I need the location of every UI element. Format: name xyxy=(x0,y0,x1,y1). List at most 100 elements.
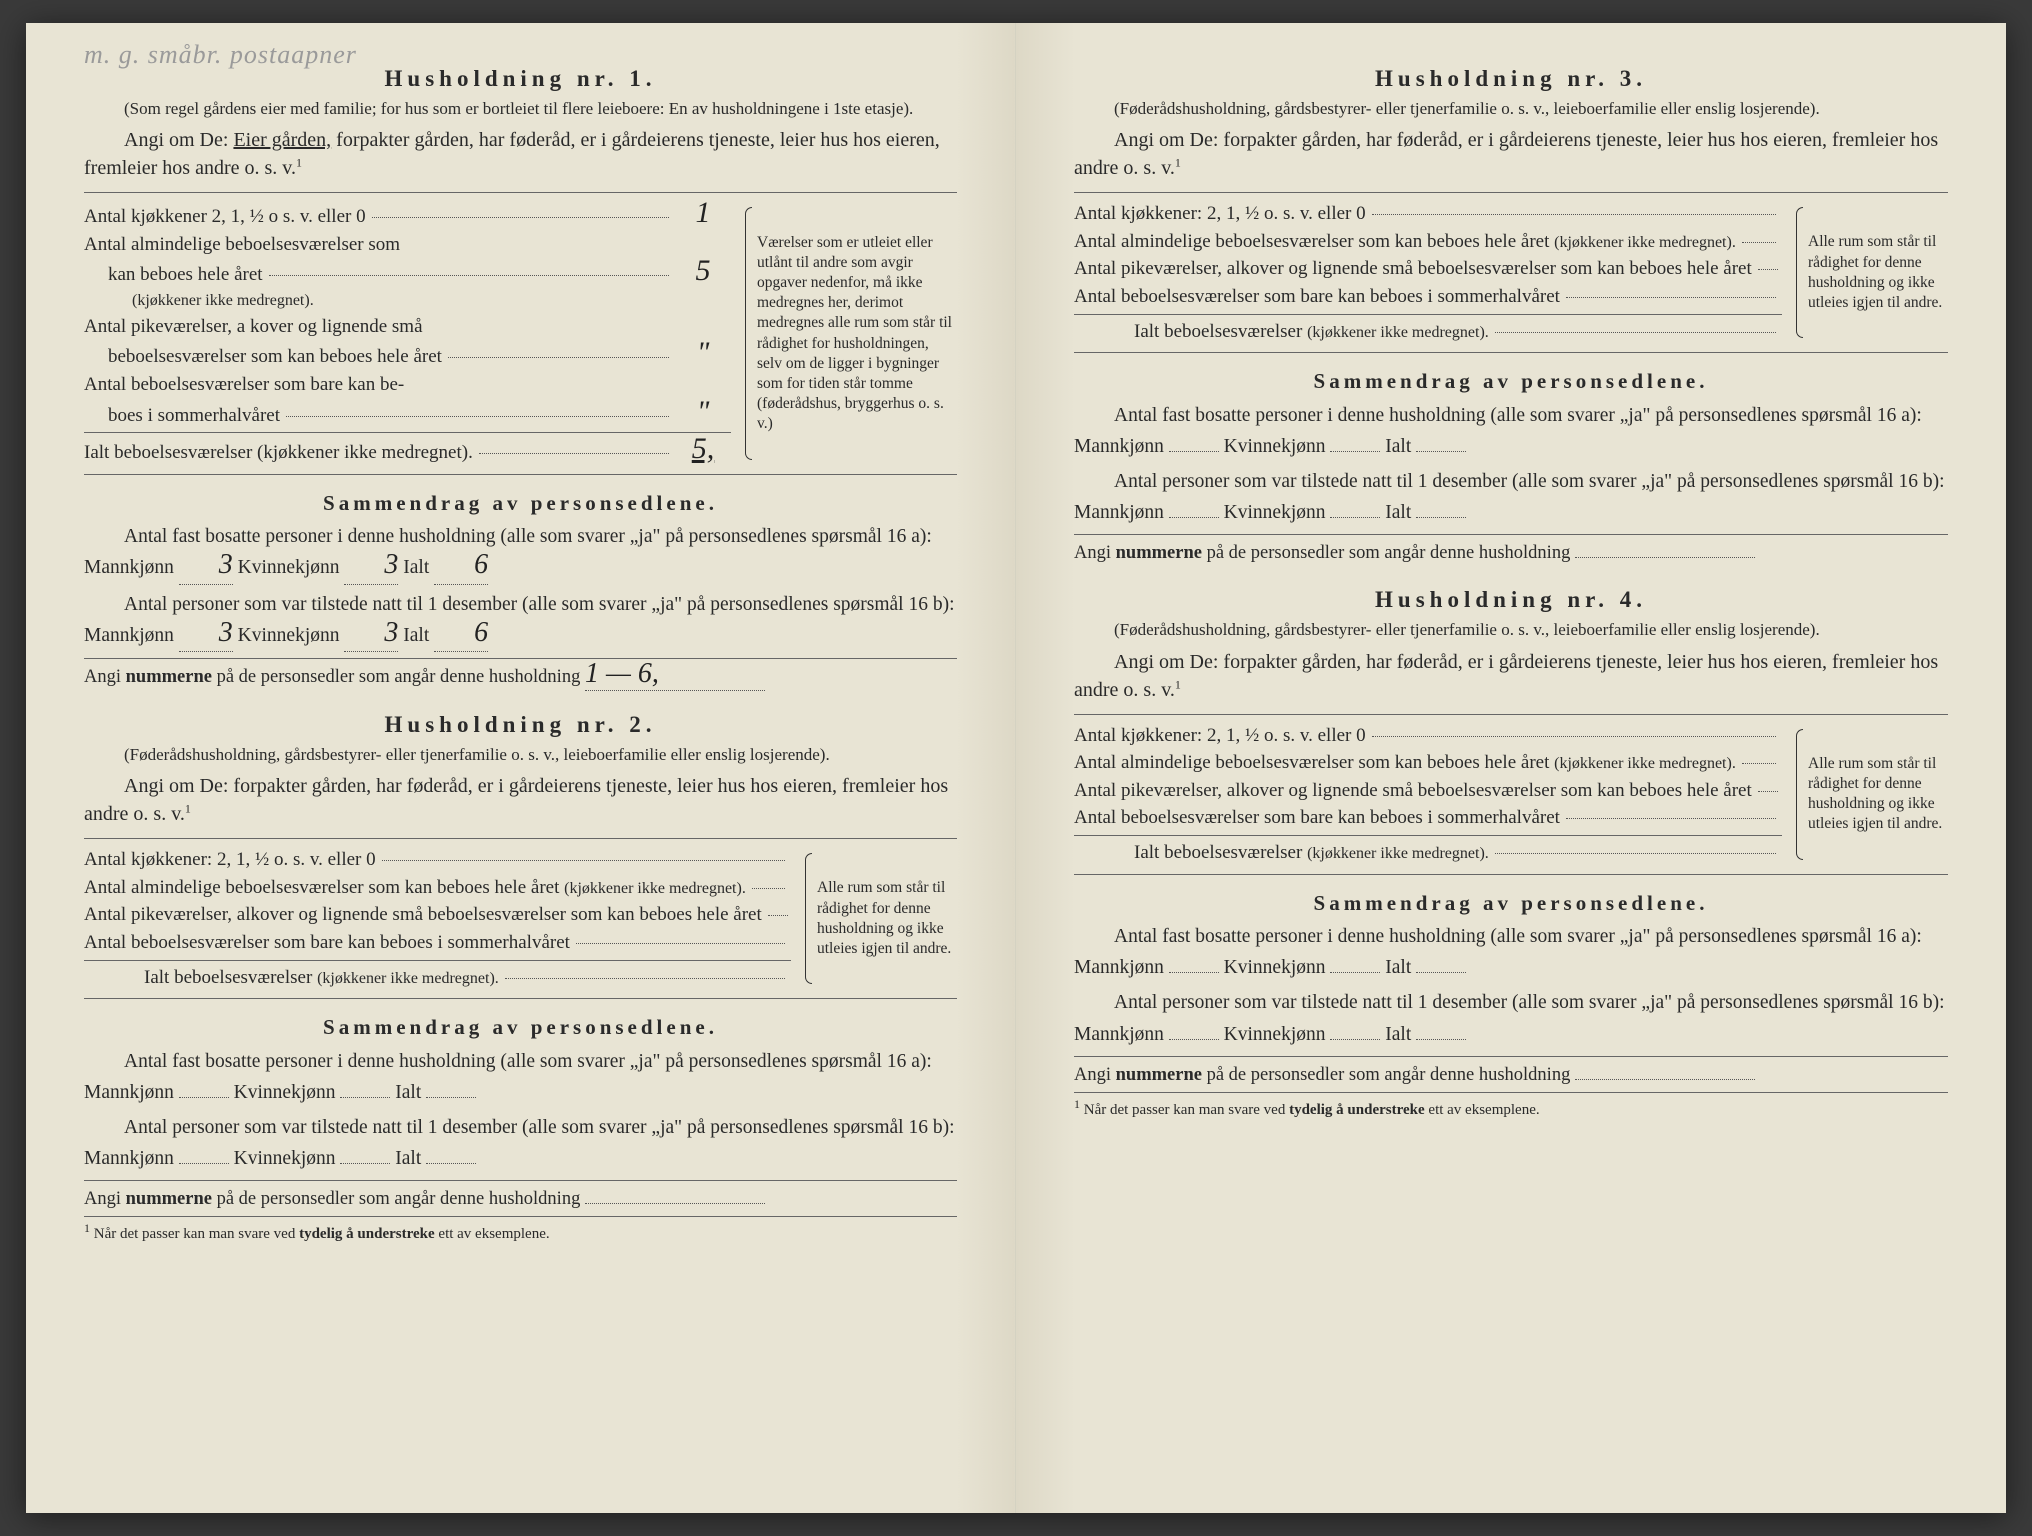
blank xyxy=(179,1097,229,1098)
angi-bold: nummerne xyxy=(1116,1065,1202,1085)
s3-line2: Antal personer som var tilstede natt til… xyxy=(1074,466,1948,528)
t: Ialt beboelsesværelser xyxy=(1134,321,1302,342)
h2-r1: Antal kjøkkener: 2, 1, ½ o. s. v. eller … xyxy=(84,847,376,873)
angi-bold: nummerne xyxy=(126,1189,212,1209)
h2-angi: Angi om De: forpakter gården, har føderå… xyxy=(84,772,957,828)
h1-side-note: Værelser som er utleiet eller utlånt til… xyxy=(743,199,957,468)
side-text: Værelser som er utleiet eller utlånt til… xyxy=(757,233,957,434)
side-text: Alle rum som står til rådighet for denne… xyxy=(1808,232,1948,313)
h2-form: Antal kjøkkener: 2, 1, ½ o. s. v. eller … xyxy=(84,838,957,999)
dots xyxy=(479,453,669,454)
h2-subtitle: (Føderådshusholdning, gårdsbestyrer- ell… xyxy=(84,744,957,766)
h3-r5: Ialt beboelsesværelser (kjøkkener ikke m… xyxy=(1074,319,1489,345)
sup: 1 xyxy=(296,155,302,169)
right-page: Husholdning nr. 3. (Føderådshusholdning,… xyxy=(1016,23,2006,1513)
h1-r3a: Antal pikeværelser, a kover og lignende … xyxy=(84,314,423,340)
h1-form: Antal kjøkkener 2, 1, ½ o s. v. eller 0 … xyxy=(84,192,957,475)
h3-r2: Antal almindelige beboelsesværelser som … xyxy=(1074,229,1736,255)
brace-icon xyxy=(1790,721,1804,868)
kv: Kvinnekjønn xyxy=(1224,1024,1326,1045)
ialt: Ialt xyxy=(395,1082,421,1103)
h1-r4a: Antal beboelsesværelser som bare kan be- xyxy=(84,372,404,398)
document-spread: m. g. småbr. postaapner Husholdning nr. … xyxy=(26,23,2006,1513)
pencil-annotation: m. g. småbr. postaapner xyxy=(84,37,357,72)
dots xyxy=(1758,269,1778,270)
h4-r4: Antal beboelsesværelser som bare kan beb… xyxy=(1074,805,1560,831)
dots xyxy=(1566,818,1776,819)
fn-rest: ett av eksemplene. xyxy=(438,1226,549,1242)
angi-rest: på de personsedler som angår denne husho… xyxy=(217,1189,581,1209)
h1-r5: Ialt beboelsesværelser (kjøkkener ikke m… xyxy=(84,440,473,466)
t: (kjøkkener ikke medregnet). xyxy=(1554,755,1736,772)
kv-label: Kvinnekjønn xyxy=(238,557,340,578)
h2-angi-text: Angi om De: forpakter gården, har føderå… xyxy=(84,775,948,825)
dots xyxy=(1566,297,1776,298)
sup: 1 xyxy=(1175,677,1181,691)
dots xyxy=(269,275,669,276)
fn1: Når det passer kan man svare ved xyxy=(1084,1102,1286,1118)
h1-r2b: kan beboes hele året xyxy=(84,262,263,288)
blank xyxy=(1169,451,1219,452)
dots xyxy=(448,357,669,358)
brace-icon xyxy=(799,845,813,992)
blank xyxy=(1169,517,1219,518)
s2-line2: Antal personer som var tilstede natt til… xyxy=(84,1112,957,1174)
s3-angi: Angi nummerne på de personsedler som ang… xyxy=(1074,541,1948,566)
summary-title-4: Sammendrag av personsedlene. xyxy=(1074,889,1948,917)
h1-v2: 5 xyxy=(675,259,731,283)
h1-r4b: boes i sommerhalvåret xyxy=(84,403,280,429)
dots xyxy=(1742,763,1776,764)
summary-title-3: Sammendrag av personsedlene. xyxy=(1074,367,1948,395)
brace-icon xyxy=(1790,199,1804,346)
blank xyxy=(426,1097,476,1098)
ialt: Ialt xyxy=(1385,957,1411,978)
sup: 1 xyxy=(1074,1097,1080,1111)
s1-ialt2: 6 xyxy=(474,617,488,648)
h3-angi: Angi om De: forpakter gården, har føderå… xyxy=(1074,126,1948,182)
sup: 1 xyxy=(185,801,191,815)
h4-form: Antal kjøkkener: 2, 1, ½ o. s. v. eller … xyxy=(1074,714,1948,875)
h2-r2: Antal almindelige beboelsesværelser som … xyxy=(84,875,746,901)
blank xyxy=(1330,1039,1380,1040)
dots xyxy=(1495,853,1776,854)
left-page: m. g. småbr. postaapner Husholdning nr. … xyxy=(26,23,1016,1513)
fn-bold: tydelig å understreke xyxy=(1289,1102,1425,1118)
s1-k: 3 xyxy=(384,549,398,580)
kv-label: Kvinnekjønn xyxy=(238,625,340,646)
h1-r2c: (kjøkkener ikke medregnet). xyxy=(84,290,314,312)
dots xyxy=(1372,214,1776,215)
t: (kjøkkener ikke medregnet). xyxy=(1307,845,1489,862)
h3-r1: Antal kjøkkener: 2, 1, ½ o. s. v. eller … xyxy=(1074,201,1366,227)
h1-v1: 1 xyxy=(675,201,731,225)
dots xyxy=(505,978,785,979)
h3-form: Antal kjøkkener: 2, 1, ½ o. s. v. eller … xyxy=(1074,192,1948,353)
rule xyxy=(84,1180,957,1181)
s4-line1: Antal fast bosatte personer i denne hush… xyxy=(1074,921,1948,983)
fn1: Når det passer kan man svare ved xyxy=(94,1226,296,1242)
h3-r3: Antal pikeværelser, alkover og lignende … xyxy=(1074,256,1752,282)
h4-angi-text: Angi om De: forpakter gården, har føderå… xyxy=(1074,651,1938,701)
dots xyxy=(768,915,788,916)
dots xyxy=(752,888,785,889)
footnote-right: 1 Når det passer kan man svare ved tydel… xyxy=(1074,1092,1948,1120)
s4-line2: Antal personer som var tilstede natt til… xyxy=(1074,987,1948,1049)
summary-title-1: Sammendrag av personsedlene. xyxy=(84,489,957,517)
kv: Kvinnekjønn xyxy=(1224,502,1326,523)
blank xyxy=(1330,517,1380,518)
blank xyxy=(585,1203,765,1204)
rule xyxy=(1074,1056,1948,1057)
sup: 1 xyxy=(1175,155,1181,169)
side-text: Alle rum som står til rådighet for denne… xyxy=(817,878,957,959)
s2-angi: Angi nummerne på de personsedler som ang… xyxy=(84,1187,957,1212)
rule xyxy=(84,658,957,659)
h4-r1: Antal kjøkkener: 2, 1, ½ o. s. v. eller … xyxy=(1074,723,1366,749)
angi-underlined: Eier gården, xyxy=(233,129,331,151)
blank xyxy=(1169,972,1219,973)
s1-m2: 3 xyxy=(219,617,233,648)
t: Antal almindelige beboelsesværelser som … xyxy=(84,877,559,898)
blank xyxy=(1416,1039,1466,1040)
s1-m: 3 xyxy=(219,549,233,580)
blank xyxy=(1330,451,1380,452)
t: (kjøkkener ikke medregnet). xyxy=(1307,324,1489,341)
angi-bold: nummerne xyxy=(1116,543,1202,563)
